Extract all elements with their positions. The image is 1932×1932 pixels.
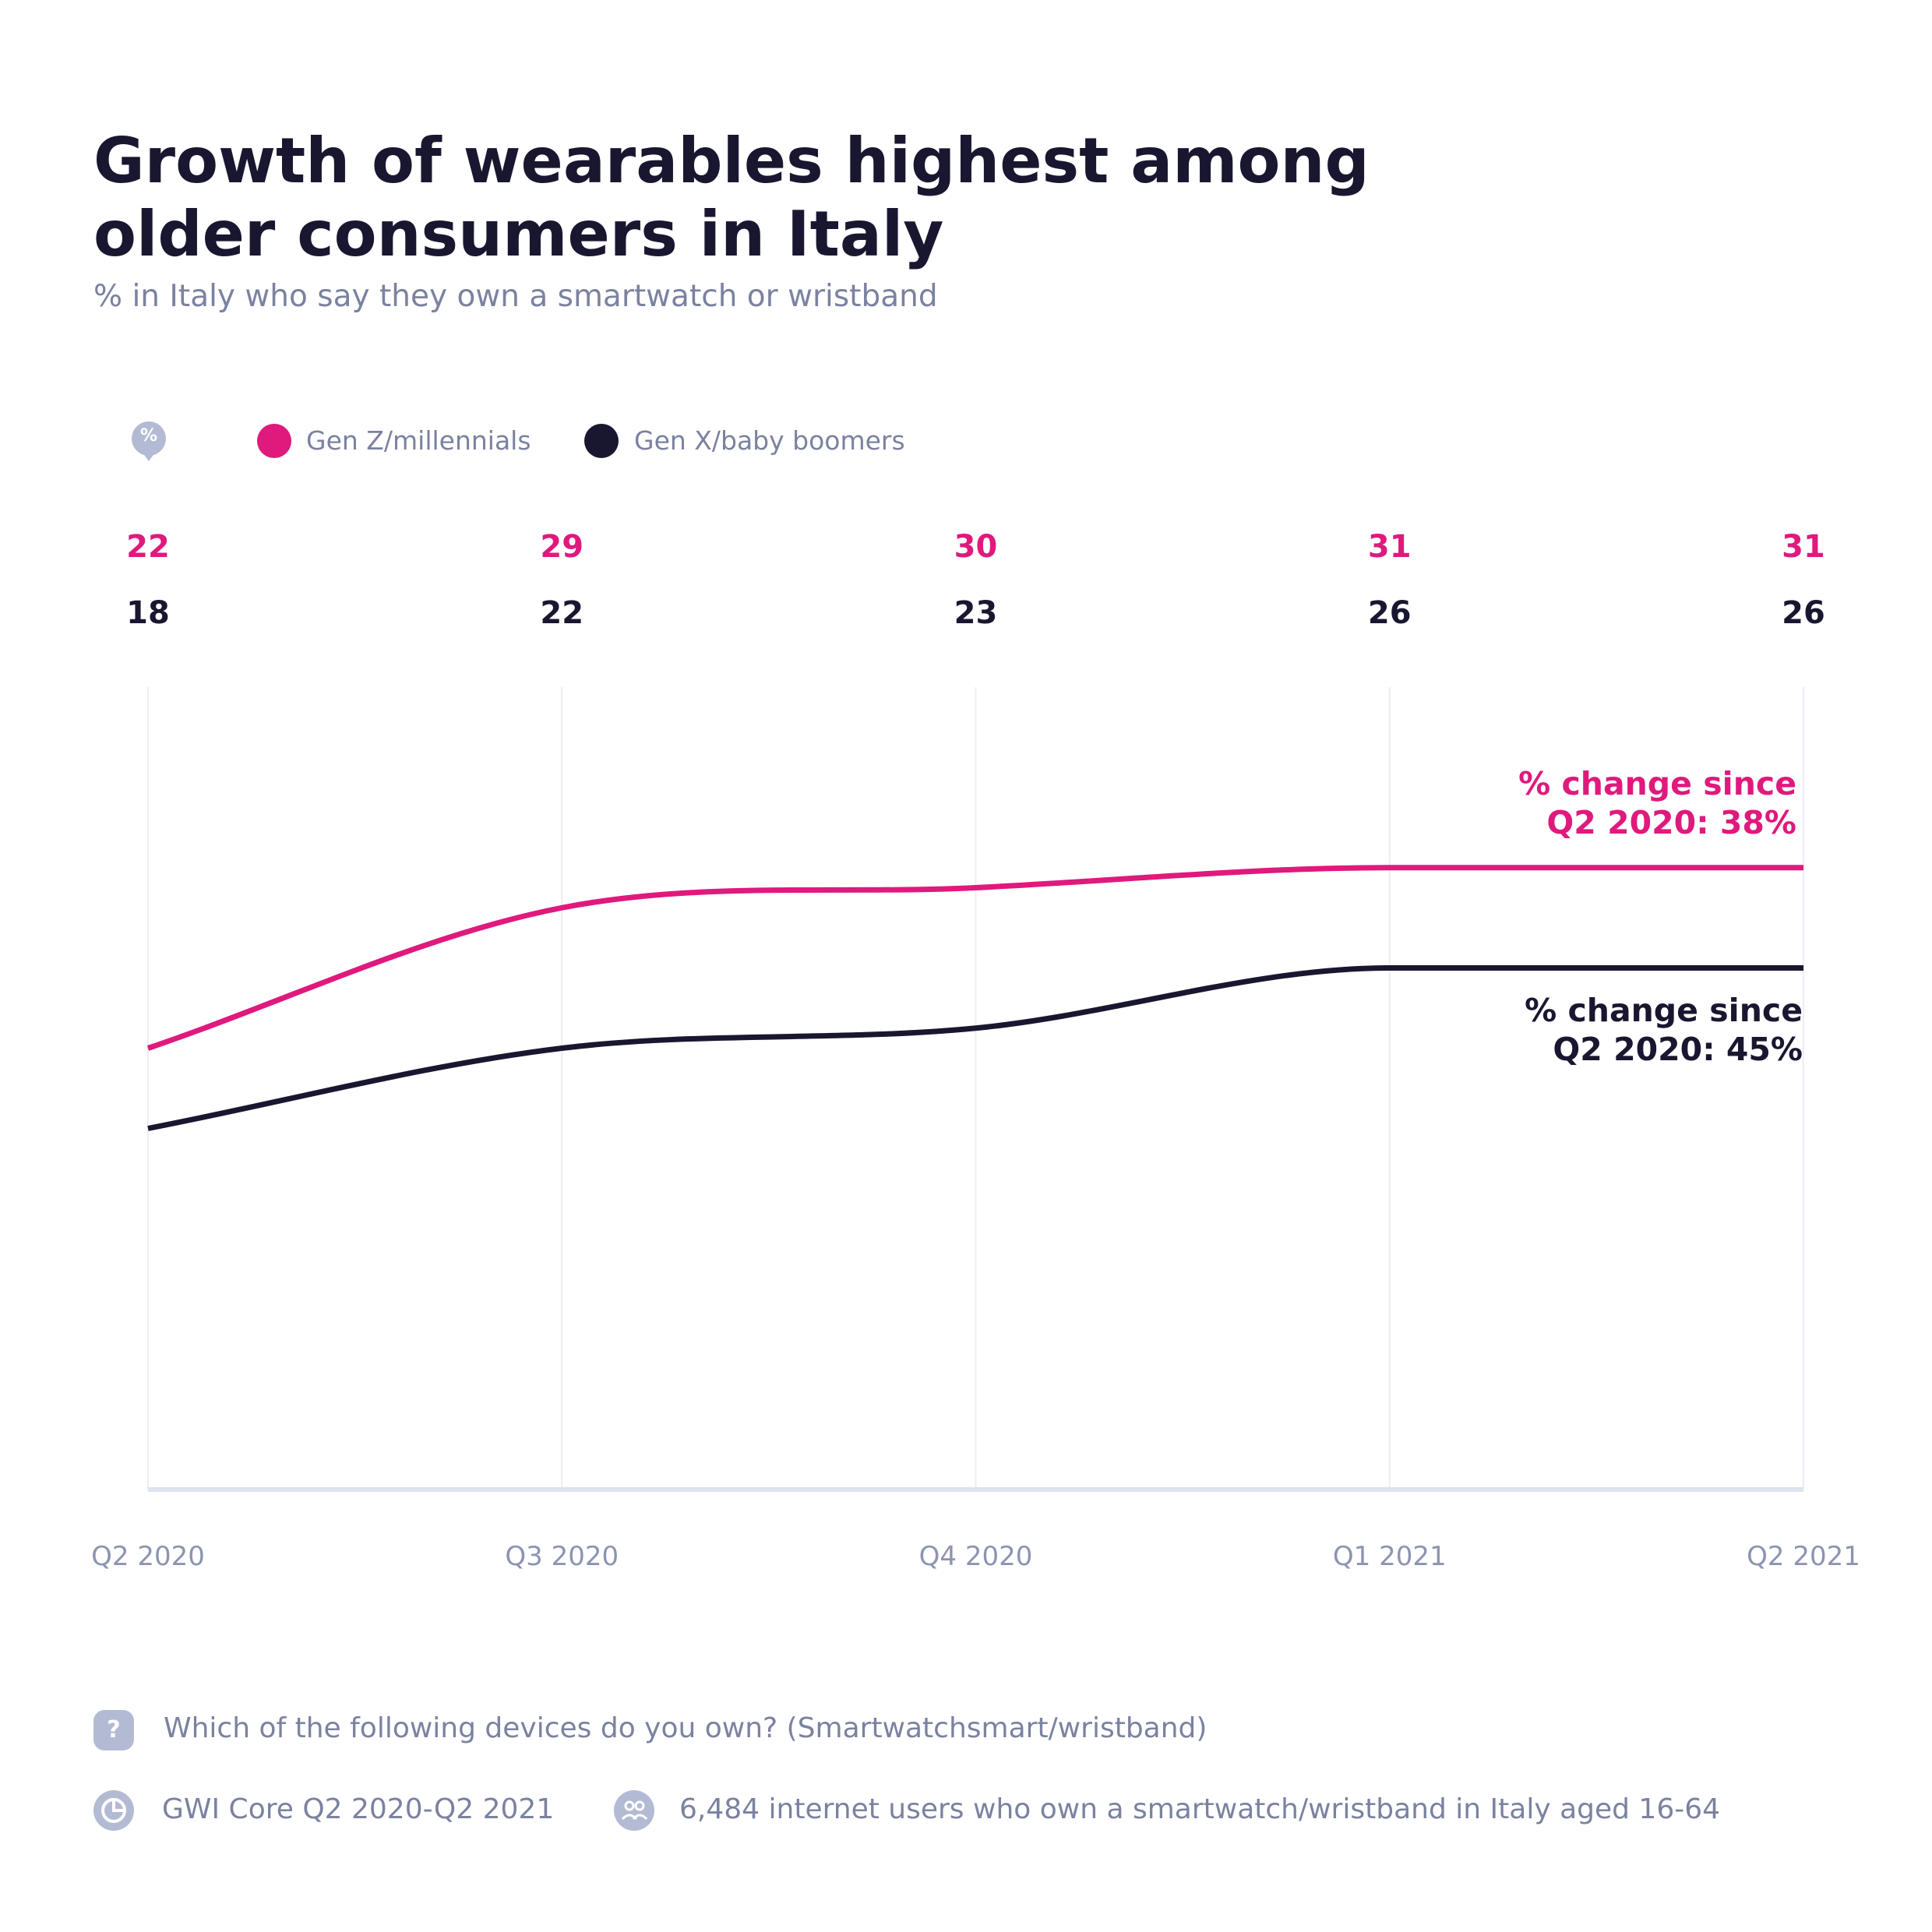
x-tick-label-4: Q2 2021 xyxy=(1747,1541,1860,1572)
value-label-gen-z-1: 29 xyxy=(540,529,584,565)
x-tick-label-2: Q4 2020 xyxy=(918,1541,1033,1572)
footer-base: 6,484 internet users who own a smartwatc… xyxy=(679,1793,1721,1825)
footer-question: Which of the following devices do you ow… xyxy=(164,1712,1208,1744)
series-line-gen-x xyxy=(147,964,1803,1131)
value-label-gen-x-3: 26 xyxy=(1367,595,1412,631)
legend-dot-gen-x xyxy=(584,424,619,458)
annotation-gen-x: % change since Q2 2020: 45% xyxy=(1525,991,1803,1069)
legend-label-gen-x: Gen X/baby boomers xyxy=(634,425,905,456)
x-tick-label-1: Q3 2020 xyxy=(505,1541,619,1572)
value-label-gen-x-2: 23 xyxy=(954,595,998,631)
people-icon xyxy=(614,1790,654,1831)
value-label-gen-x-1: 22 xyxy=(540,595,584,631)
annotation-gen-z-line2: Q2 2020: 38% xyxy=(1546,804,1796,841)
percent-badge-label: % xyxy=(139,426,158,446)
x-tick-label-3: Q1 2021 xyxy=(1332,1541,1447,1572)
pie-chart-icon xyxy=(93,1790,134,1831)
series-line-gen-z xyxy=(146,865,1803,1051)
chart-title: Growth of wearables highest among older … xyxy=(93,125,1370,270)
value-label-gen-z-0: 22 xyxy=(126,529,170,565)
question-icon: ? xyxy=(93,1710,134,1750)
footer-source: GWI Core Q2 2020-Q2 2021 xyxy=(162,1793,555,1825)
percent-badge-icon: % xyxy=(131,421,167,469)
annotation-gen-z-line1: % change since xyxy=(1518,765,1796,802)
chart-subtitle: % in Italy who say they own a smartwatch… xyxy=(93,279,938,314)
annotation-gen-x-line1: % change since xyxy=(1525,992,1803,1029)
value-label-gen-x-4: 26 xyxy=(1782,595,1825,631)
annotation-gen-x-line2: Q2 2020: 45% xyxy=(1553,1031,1803,1068)
annotation-gen-z: % change since Q2 2020: 38% xyxy=(1518,764,1796,842)
value-label-gen-x-0: 18 xyxy=(126,595,170,631)
value-label-gen-z-2: 30 xyxy=(954,529,998,565)
x-tick-label-0: Q2 2020 xyxy=(91,1541,205,1572)
value-label-gen-z-3: 31 xyxy=(1367,529,1412,565)
legend-dot-gen-z xyxy=(257,424,291,458)
value-label-gen-z-4: 31 xyxy=(1782,529,1825,565)
legend-label-gen-z: Gen Z/millennials xyxy=(306,425,531,456)
